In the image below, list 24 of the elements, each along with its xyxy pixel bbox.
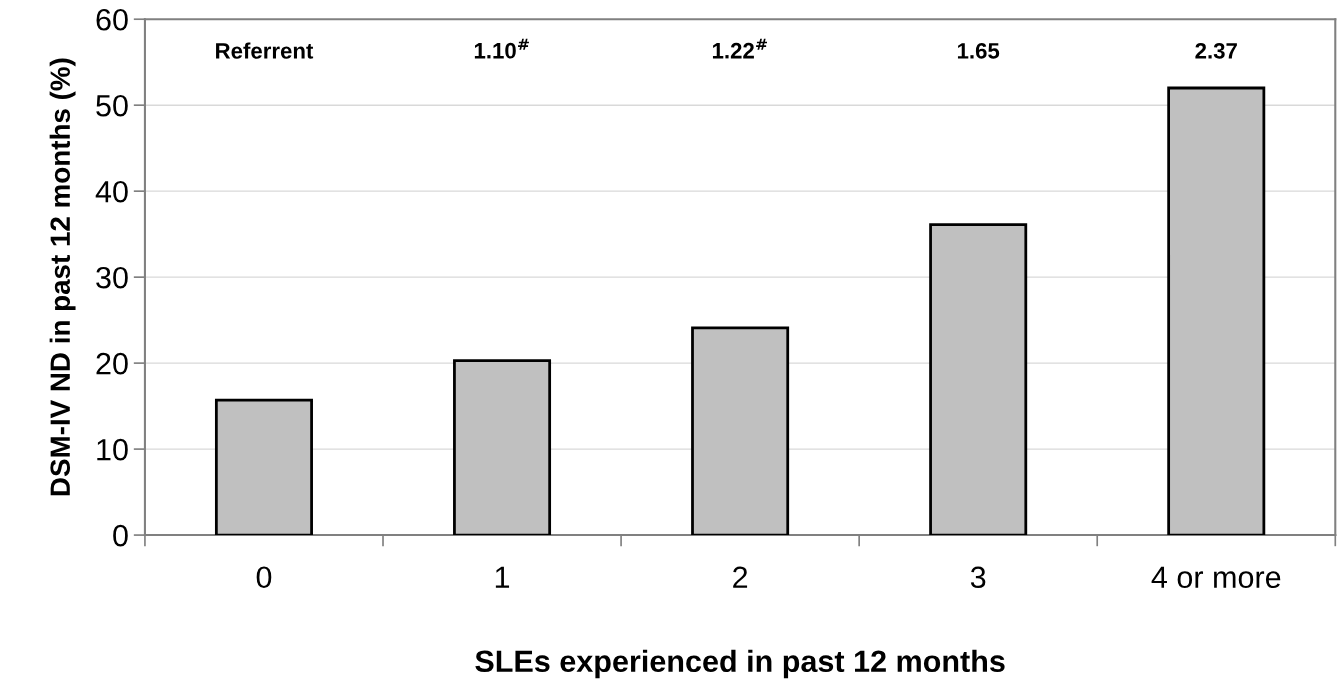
bar <box>929 223 1028 536</box>
y-tick-label: 40 <box>95 180 128 203</box>
x-tick-label: 2 <box>733 566 748 588</box>
y-tick-label: 30 <box>96 266 128 289</box>
annotation: 2.37 <box>1195 42 1237 59</box>
y-tick-label: 0 <box>113 524 128 547</box>
annotation: 1.22$^{#}$ <box>712 38 767 59</box>
x-tick-label: 1 <box>495 566 510 588</box>
y-tick-label: 10 <box>97 438 128 461</box>
x-tick-label: 3 <box>970 566 986 589</box>
bar <box>691 326 790 536</box>
y-tick-label: 20 <box>96 352 128 375</box>
x-axis-title: SLEs experienced in past 12 months <box>475 649 1005 679</box>
y-tick-label: 50 <box>96 94 128 117</box>
annotation: 1.65 <box>957 42 1000 59</box>
annotation: Referrent <box>216 42 314 59</box>
bar <box>453 359 552 536</box>
bar <box>1167 86 1266 536</box>
annotation: 1.10$^{#}$ <box>474 38 529 59</box>
y-axis-title: DSM-IV ND in past 12 months (%) <box>49 58 76 496</box>
bar <box>214 398 313 536</box>
x-tick-label: 4 or more <box>1151 566 1281 589</box>
y-tick-label: 60 <box>96 8 128 31</box>
x-tick-label: 0 <box>256 566 272 589</box>
